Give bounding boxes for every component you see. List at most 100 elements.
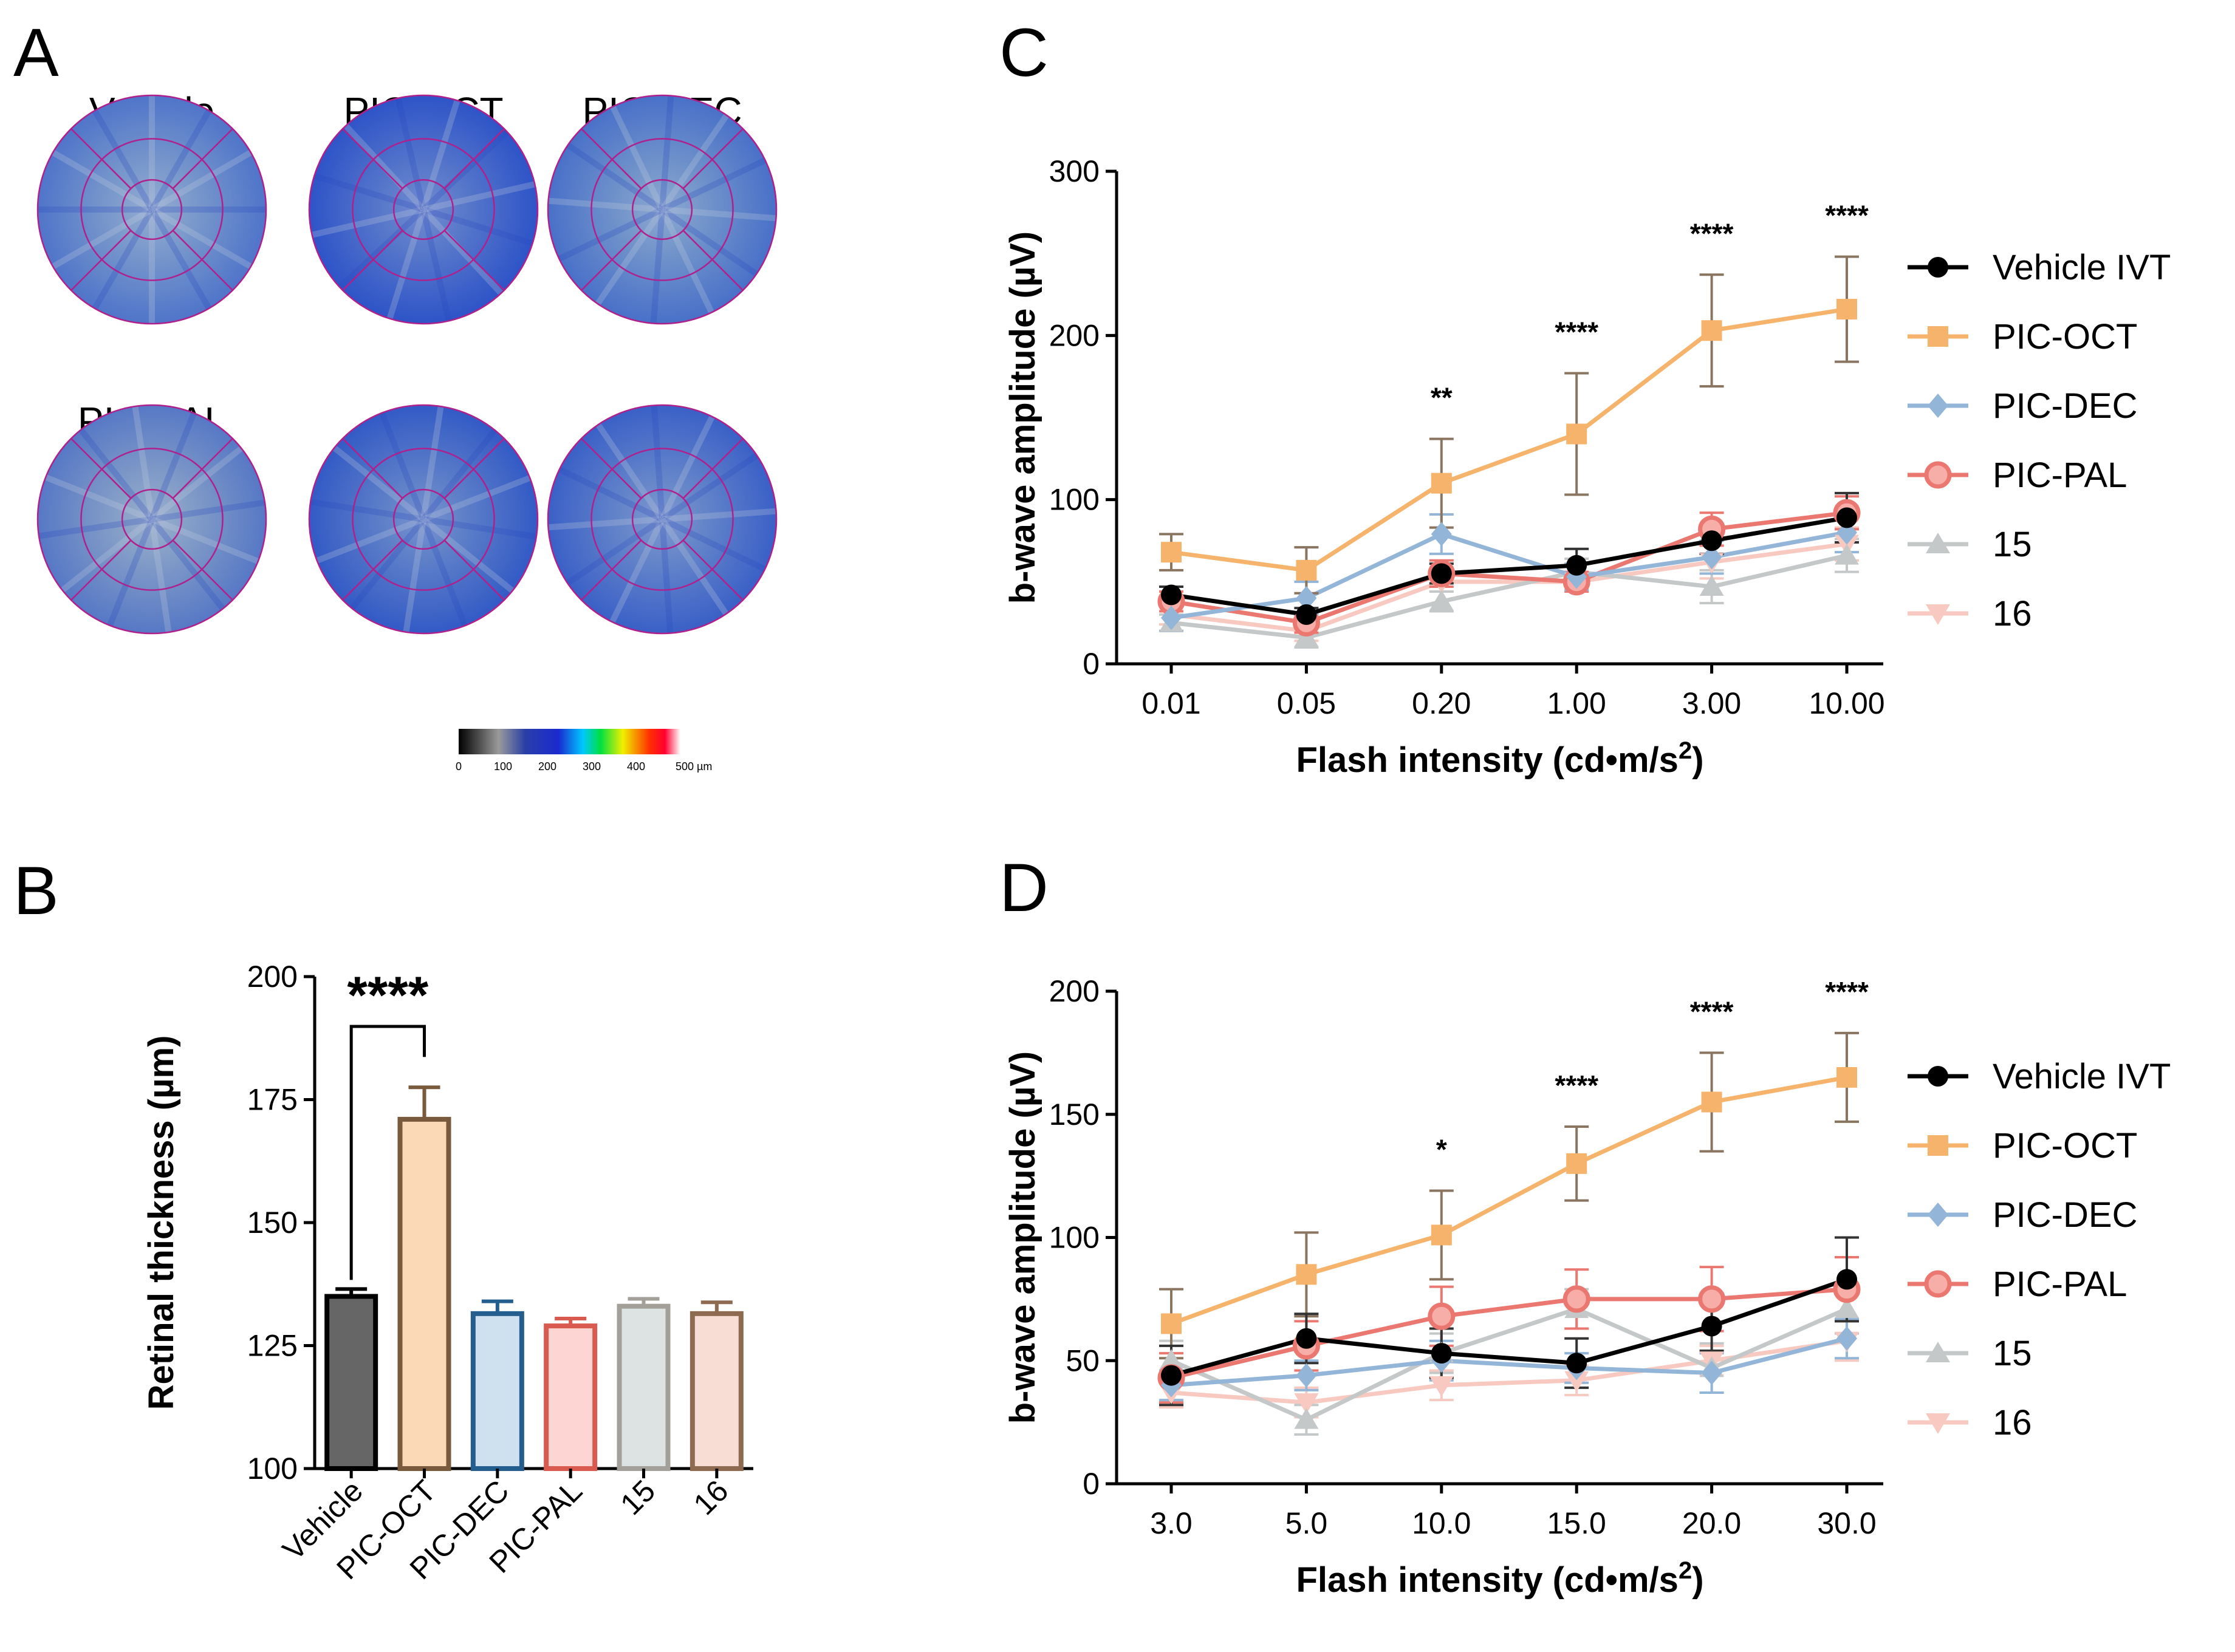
- data-point: [1928, 326, 1948, 347]
- data-point: [1835, 544, 1859, 565]
- panel-label-a: A: [13, 15, 59, 90]
- data-point: [1296, 1363, 1317, 1388]
- map-streak: [349, 517, 426, 610]
- colorbar-tick-label: 200: [538, 760, 556, 773]
- map-sector-line: [443, 539, 505, 601]
- map-streak: [149, 517, 225, 611]
- data-point: [1928, 1203, 1948, 1227]
- map-sector-line: [682, 128, 744, 189]
- map-streak: [311, 206, 425, 238]
- map-streak: [149, 446, 244, 522]
- map-streak: [51, 149, 154, 213]
- data-point: [1431, 1224, 1452, 1246]
- map-streak: [650, 209, 665, 324]
- map-streak: [379, 411, 426, 521]
- x-tick-label: 5.0: [1285, 1506, 1328, 1540]
- series-line: [1170, 1075, 1847, 1326]
- bar: [617, 1303, 671, 1471]
- data-point: [1566, 555, 1587, 576]
- data-point: [1835, 1297, 1859, 1319]
- y-axis-title: b-wave amplitude (µV): [1003, 1051, 1042, 1424]
- significance-label: ****: [347, 966, 428, 1025]
- data-point: [1429, 1376, 1454, 1397]
- series-line: [1171, 307, 1847, 573]
- data-point: [1159, 1349, 1183, 1370]
- map-streak: [660, 452, 759, 522]
- data-point: [1701, 320, 1722, 341]
- map-ring: [547, 94, 778, 325]
- map-sector-line: [682, 438, 744, 499]
- legend-label: Vehicle IVT: [1993, 248, 2171, 287]
- data-point: [1836, 507, 1857, 528]
- map-streak: [38, 516, 152, 539]
- data-point: [1928, 1135, 1948, 1156]
- map-sector-line: [581, 230, 642, 291]
- data-point: [1161, 1313, 1182, 1334]
- map-sector-line: [682, 230, 744, 291]
- map-streak: [659, 114, 730, 211]
- y-tick-label: 300: [1049, 154, 1100, 188]
- bar: [324, 1294, 378, 1471]
- x-tick-label: 1.00: [1547, 686, 1606, 720]
- legend-label: 15: [1993, 525, 2032, 564]
- map-streak: [662, 508, 776, 522]
- data-point: [1566, 423, 1587, 445]
- data-point: [1294, 1393, 1319, 1415]
- map-streak: [558, 206, 664, 262]
- map-streak: [421, 517, 515, 593]
- data-point: [1701, 1091, 1722, 1113]
- map-streak: [343, 123, 426, 212]
- map-sector-line: [581, 128, 642, 189]
- map-streak: [150, 206, 253, 270]
- series-line: [1171, 515, 1847, 617]
- colorbar-tick-label: 500 µm: [676, 760, 712, 773]
- data-point: [1296, 1264, 1317, 1285]
- map-sector-line: [581, 438, 642, 499]
- map-sector-line: [682, 539, 744, 601]
- map-streak: [151, 516, 259, 564]
- map-streak: [659, 415, 715, 521]
- bar: [690, 1311, 744, 1472]
- map-streak: [595, 423, 665, 521]
- map-ring: [121, 179, 183, 241]
- series-line: [1171, 1336, 1847, 1388]
- map-streak: [660, 516, 767, 572]
- colorbar-tick-label: 400: [627, 760, 645, 773]
- map-streak: [421, 428, 498, 522]
- thickness-map: 16: [547, 399, 778, 635]
- y-tick-label: 100: [1049, 1221, 1100, 1255]
- map-streak: [609, 517, 665, 624]
- map-streak: [150, 149, 253, 213]
- map-streak: [595, 208, 665, 305]
- legend-label: PIC-PAL: [1993, 1265, 2127, 1304]
- map-streak: [659, 95, 674, 210]
- data-point: [1431, 563, 1452, 584]
- significance-label: ****: [1825, 976, 1869, 1008]
- significance-label: ****: [1555, 316, 1598, 348]
- data-point: [1926, 604, 1950, 625]
- legend-label: 15: [1993, 1334, 2032, 1373]
- map-streak: [421, 207, 504, 296]
- legend-label: PIC-PAL: [1993, 456, 2127, 495]
- significance-label: ****: [1690, 217, 1734, 249]
- y-tick-label: 200: [1049, 318, 1100, 352]
- y-tick-label: 150: [1049, 1097, 1100, 1131]
- map-sector-line: [70, 230, 132, 291]
- series-line: [1171, 1339, 1847, 1405]
- map-sector-line: [70, 539, 132, 601]
- series-line: [1171, 1277, 1848, 1377]
- y-tick-label: 100: [247, 1452, 298, 1486]
- data-point: [1562, 1285, 1590, 1313]
- legend-label: PIC-OCT: [1993, 1126, 2137, 1166]
- map-streak: [313, 172, 425, 213]
- y-tick-label: 175: [247, 1083, 298, 1117]
- x-tick-label: 3.00: [1682, 686, 1741, 720]
- significance-label: ****: [1555, 1070, 1598, 1101]
- map-ring: [590, 138, 734, 281]
- colorbar-tick-label: 0: [456, 760, 462, 773]
- map-streak: [151, 499, 265, 522]
- map-streak: [423, 516, 537, 540]
- x-axis-title: Flash intensity (cd•m/s2): [1296, 1557, 1703, 1600]
- map-sector-line: [172, 438, 233, 499]
- map-ring: [36, 404, 267, 635]
